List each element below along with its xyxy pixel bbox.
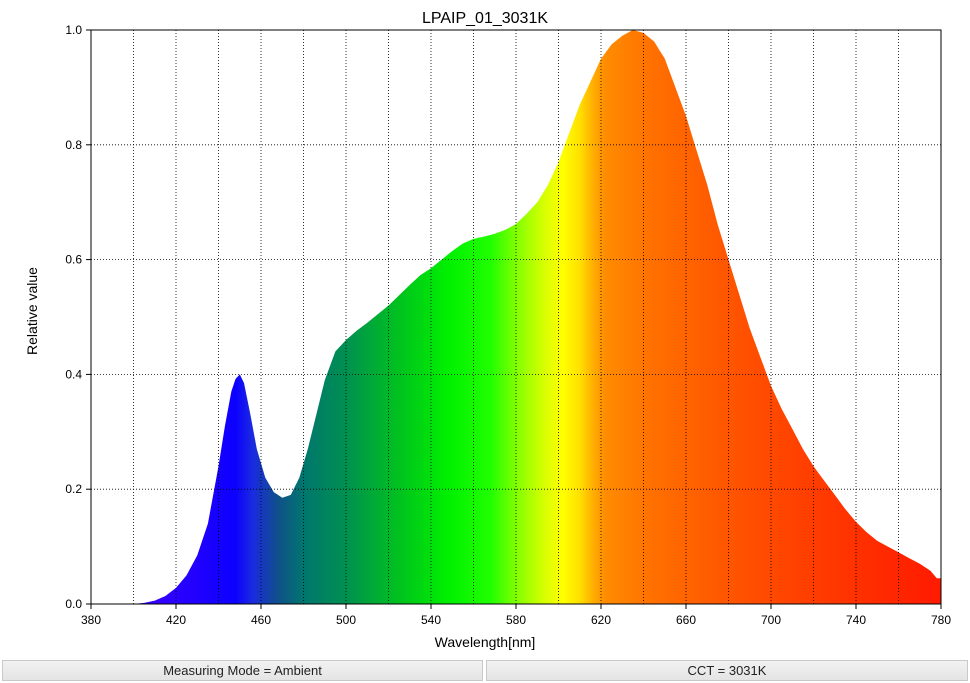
x-tick-label: 380 [81,613,101,627]
y-tick-label: 0.2 [65,482,82,496]
grid-lines [91,30,941,604]
status-bar: Measuring Mode = Ambient CCT = 3031K [0,658,970,683]
cct-status: CCT = 3031K [486,660,968,681]
y-tick-label: 0.0 [65,597,82,611]
x-tick-label: 660 [676,613,696,627]
x-tick-label: 420 [166,613,186,627]
x-tick-label: 780 [931,613,951,627]
measuring-mode-status: Measuring Mode = Ambient [2,660,483,681]
x-tick-label: 460 [251,613,271,627]
y-tick-label: 1.0 [65,23,82,37]
spectrum-chart: 380 420 460 500 540 580 620 660 700 740 780 0.0 0.2… [24,10,951,650]
x-tick-label: 580 [506,613,526,627]
y-axis-ticks: 0.0 0.2 0.4 0.6 0.8 1.0 [65,23,91,611]
y-tick-label: 0.4 [65,367,82,381]
x-axis-label: Wavelength[nm] [435,634,536,650]
x-tick-label: 700 [761,613,781,627]
x-tick-label: 540 [421,613,441,627]
x-axis-ticks: 380 420 460 500 540 580 620 660 700 740 780 [81,604,951,627]
spectrum-area [133,30,941,604]
y-tick-label: 0.6 [65,253,82,267]
x-tick-label: 740 [846,613,866,627]
y-tick-label: 0.8 [65,138,82,152]
y-axis-label: Relative value [24,267,40,355]
chart-title: LPAIP_01_3031K [422,10,548,27]
x-tick-label: 620 [591,613,611,627]
x-tick-label: 500 [336,613,356,627]
